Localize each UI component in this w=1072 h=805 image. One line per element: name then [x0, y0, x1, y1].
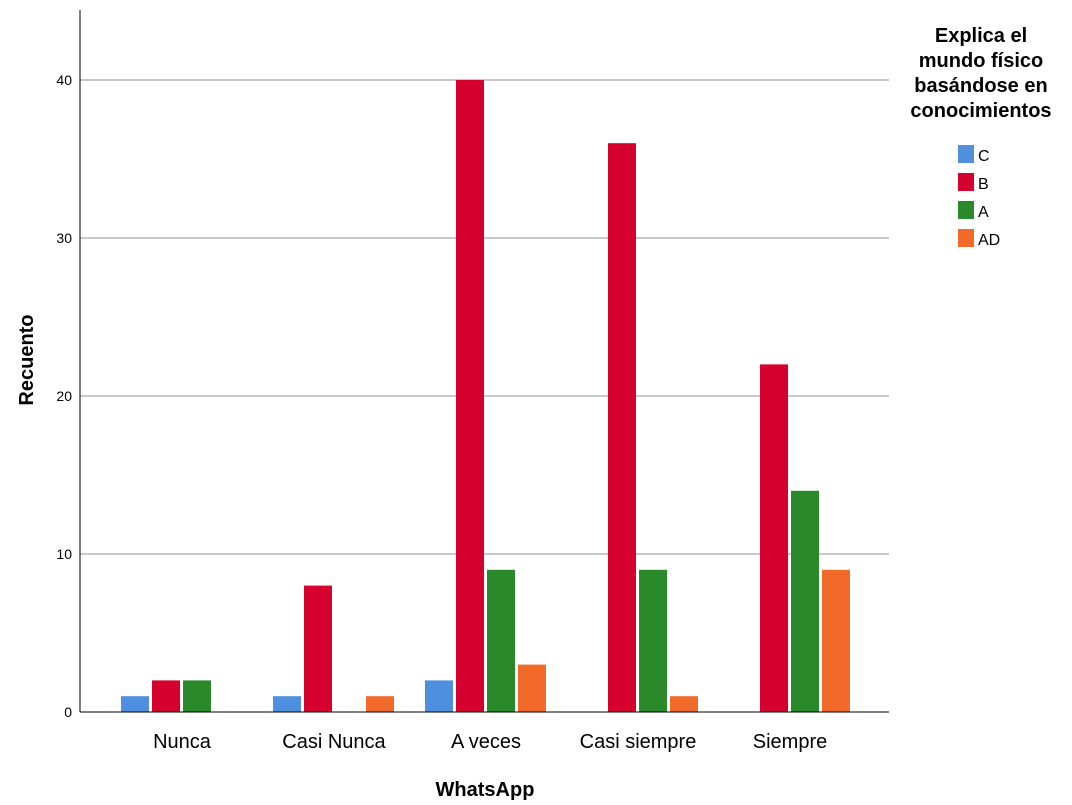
- legend-title-line: Explica el: [935, 25, 1027, 47]
- legend-swatch-ad: [958, 229, 974, 247]
- bar-ad: [366, 696, 394, 712]
- bar-ad: [822, 569, 850, 712]
- bar-a: [183, 680, 211, 712]
- legend-label: C: [978, 148, 990, 165]
- x-tick-label: Casi siempre: [580, 731, 697, 753]
- grid-lines: [80, 79, 889, 555]
- y-tick-labels: 0 10 20 30 40: [56, 72, 72, 720]
- bar-a: [791, 490, 819, 712]
- bar-b: [304, 585, 332, 712]
- x-tick-labels: Nunca Casi Nunca A veces Casi siempre Siempr…: [153, 731, 827, 753]
- legend-title-line: basándose en: [914, 75, 1047, 97]
- x-tick-label: A veces: [451, 731, 521, 753]
- bar-a: [639, 569, 667, 712]
- bar-b: [760, 364, 788, 712]
- bar-b: [152, 680, 180, 712]
- y-tick-label: 30: [56, 230, 72, 246]
- y-tick-label: 10: [56, 546, 72, 562]
- x-tick-label: Siempre: [753, 731, 827, 753]
- legend-swatch-a: [958, 201, 974, 219]
- bar-c: [425, 680, 453, 712]
- axes: [79, 10, 889, 713]
- legend-swatch-c: [958, 145, 974, 163]
- bar-ad: [670, 696, 698, 712]
- y-tick-label: 40: [56, 72, 72, 88]
- y-tick-label: 20: [56, 388, 72, 404]
- bar-a: [487, 569, 515, 712]
- x-axis-title: WhatsApp: [436, 779, 535, 801]
- legend-label: B: [978, 176, 989, 193]
- bar-c: [273, 696, 301, 712]
- legend-swatch-b: [958, 173, 974, 191]
- legend: Explica el mundo físico basándose en con…: [910, 25, 1051, 249]
- legend-title-line: conocimientos: [910, 100, 1051, 122]
- bar-ad: [518, 664, 546, 712]
- bars: [121, 80, 850, 712]
- y-tick-label: 0: [64, 704, 72, 720]
- x-tick-label: Nunca: [153, 731, 212, 753]
- bar-c: [121, 696, 149, 712]
- y-axis-title: Recuento: [16, 314, 38, 405]
- bar-b: [608, 143, 636, 712]
- bar-b: [456, 80, 484, 712]
- x-tick-label: Casi Nunca: [282, 731, 386, 753]
- legend-title-line: mundo físico: [919, 50, 1043, 72]
- legend-label: AD: [978, 232, 1000, 249]
- legend-label: A: [978, 204, 989, 221]
